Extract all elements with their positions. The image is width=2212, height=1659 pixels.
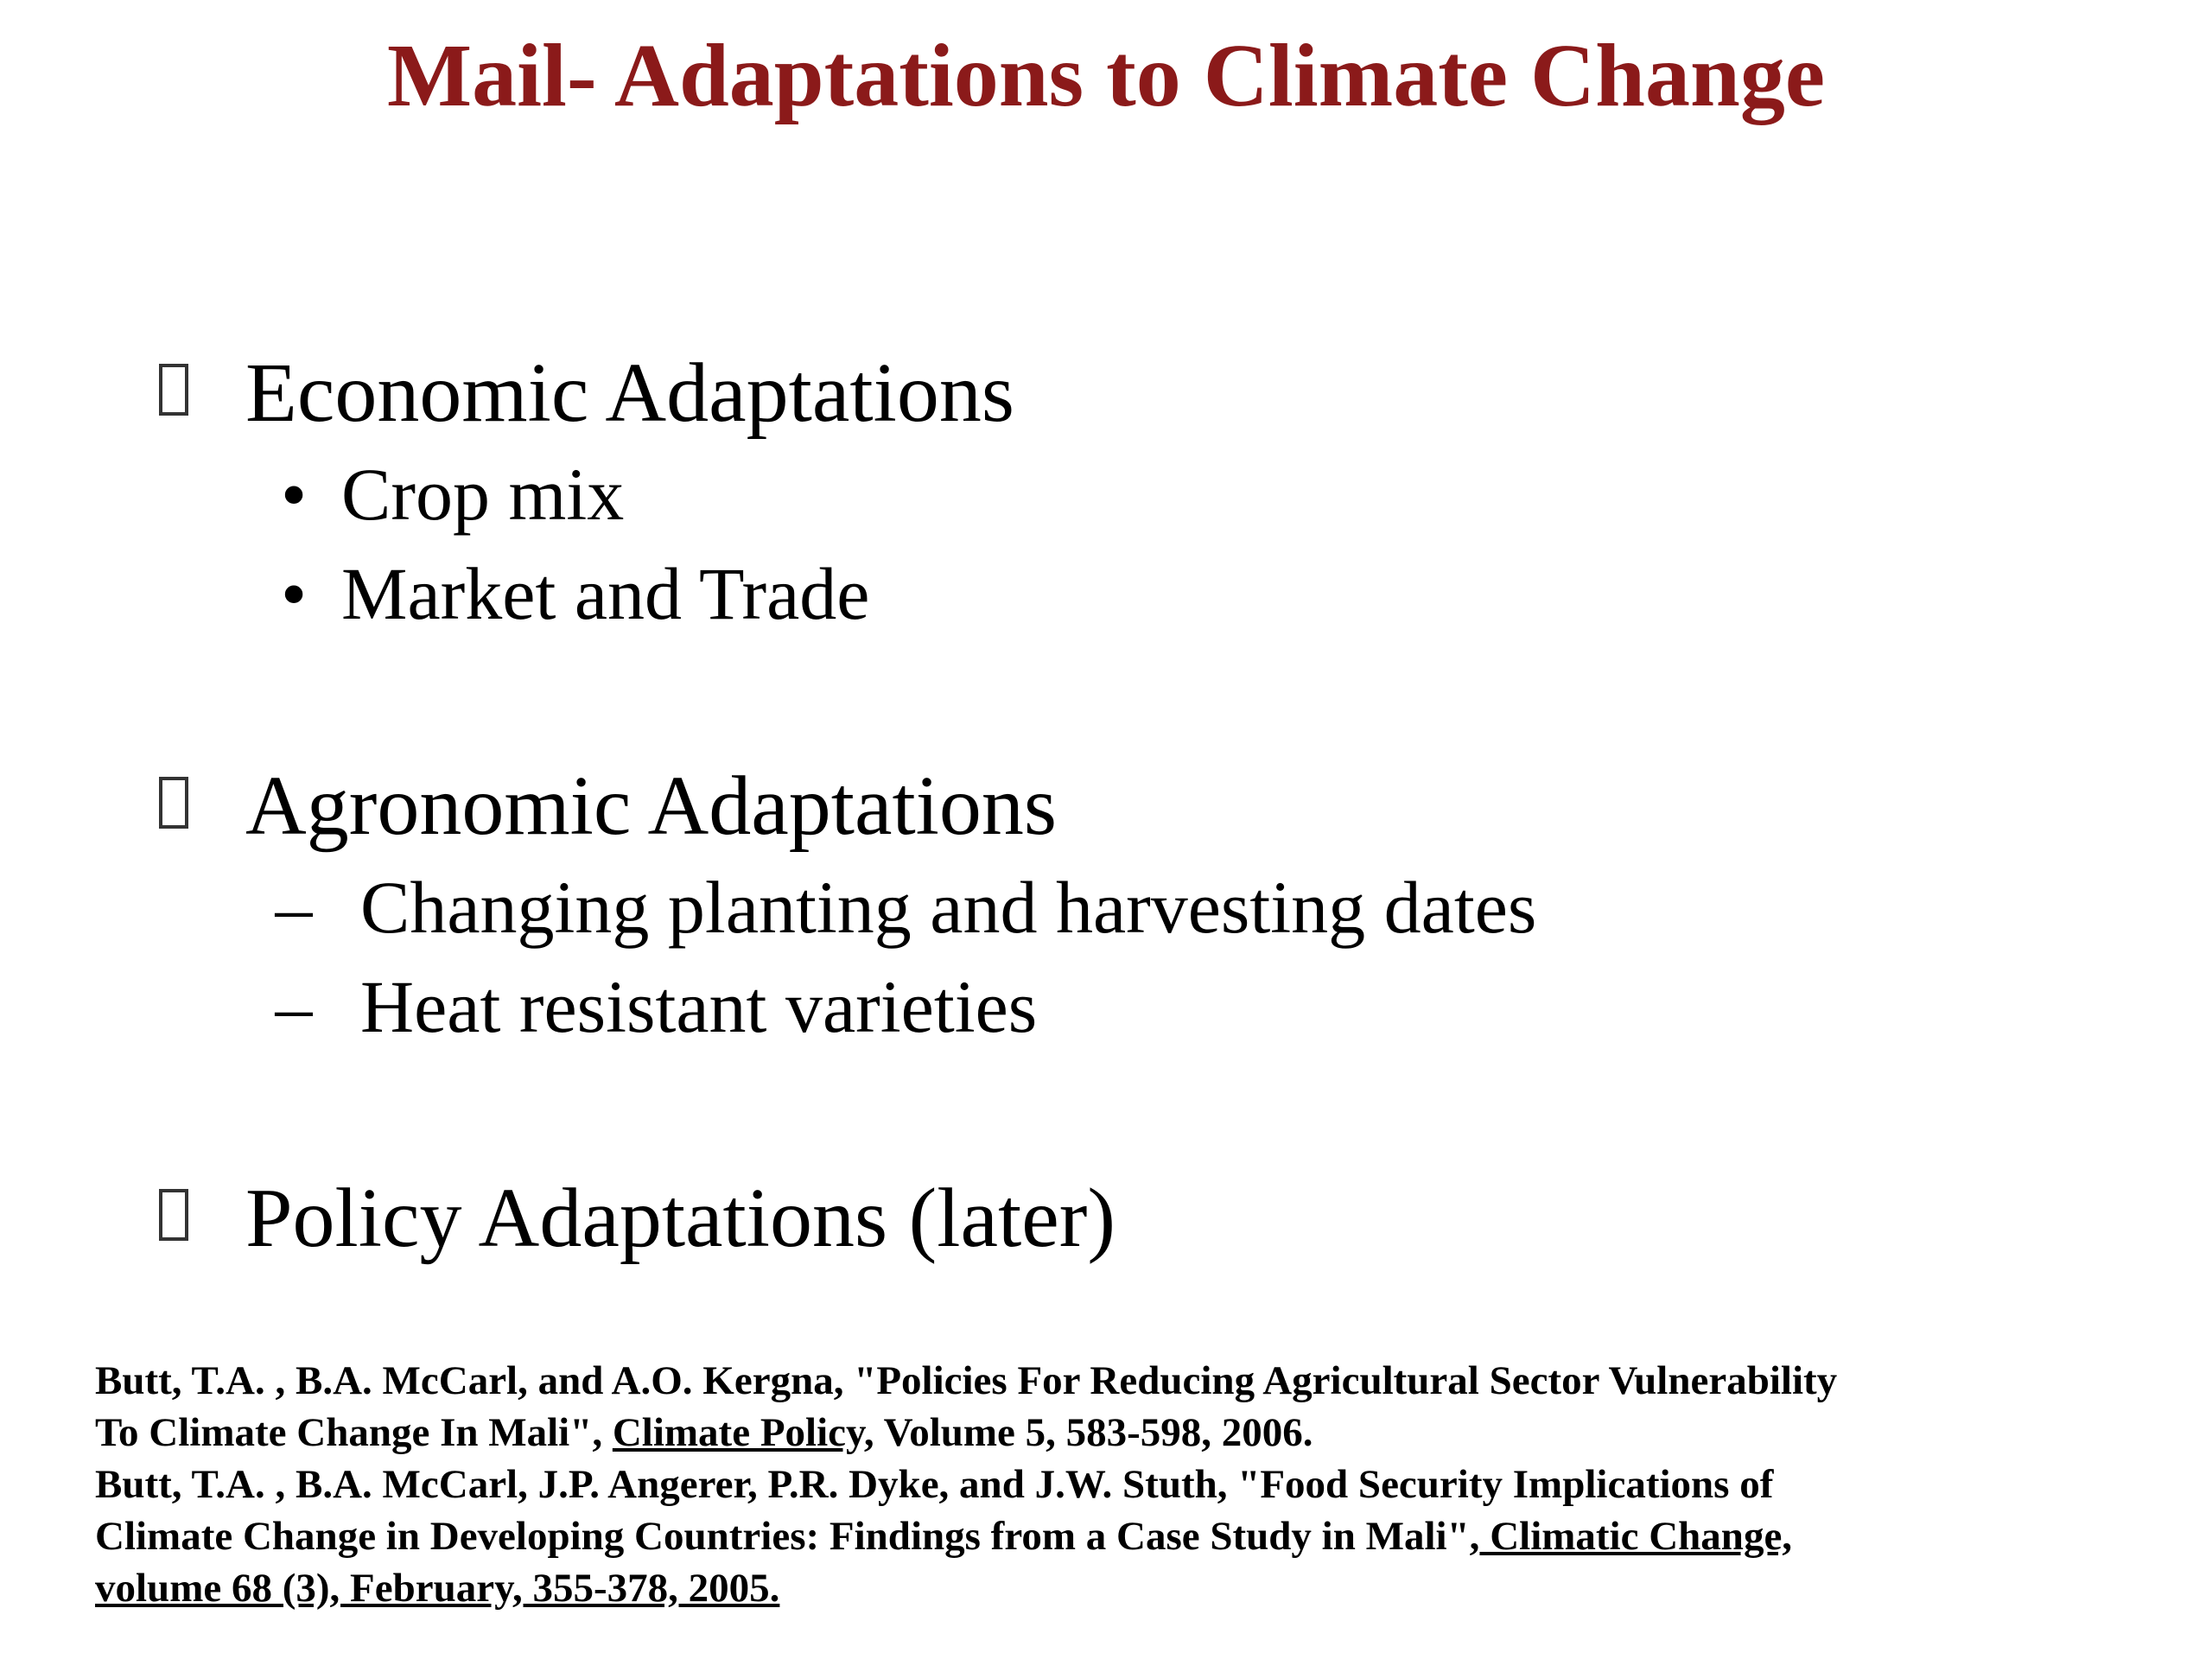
section-heading: Agronomic Adaptations	[156, 754, 2056, 858]
section-heading: Policy Adaptations (later)	[156, 1166, 2056, 1270]
section-heading-text: Economic Adaptations	[245, 346, 1014, 440]
slide-title: Mail- Adaptations to Climate Change	[387, 26, 1825, 125]
reference-text: Climate Change in Developing Countries: …	[95, 1514, 1480, 1559]
journal-title: Climatic Change,	[1479, 1514, 1793, 1559]
sub-list: • Crop mix • Market and Trade	[156, 445, 2056, 644]
section-economic: Economic Adaptations • Crop mix • Market…	[156, 341, 2056, 644]
list-item: – Heat resistant varieties	[156, 957, 2056, 1057]
reference-1-line-1: Butt, T.A. , B.A. McCarl, and A.O. Kergn…	[95, 1358, 1838, 1403]
list-item-text: Heat resistant varieties	[360, 965, 1038, 1048]
reference-2-line-2: Climate Change in Developing Countries: …	[95, 1510, 2152, 1562]
list-item-text: Changing planting and harvesting dates	[360, 866, 1537, 949]
box-bullet-icon	[159, 777, 188, 829]
list-item: • Crop mix	[156, 445, 2056, 544]
section-policy: Policy Adaptations (later)	[156, 1166, 2056, 1270]
bullet-dot-icon: •	[280, 453, 308, 536]
references: Butt, T.A. , B.A. McCarl, and A.O. Kergn…	[95, 1355, 2152, 1614]
reference-2-line-1: Butt, T.A. , B.A. McCarl, J.P. Angerer, …	[95, 1462, 1774, 1507]
bullet-dot-icon: •	[280, 552, 308, 635]
list-item-text: Market and Trade	[341, 552, 870, 635]
box-bullet-icon	[159, 364, 188, 416]
dash-bullet-icon: –	[275, 866, 313, 949]
journal-title: Climate Policy,	[612, 1410, 874, 1455]
list-item: • Market and Trade	[156, 544, 2056, 644]
list-item-text: Crop mix	[341, 453, 625, 536]
sub-list: – Changing planting and harvesting dates…	[156, 858, 2056, 1057]
section-heading-text: Policy Adaptations (later)	[245, 1172, 1116, 1265]
reference-text: To Climate Change In Mali",	[95, 1410, 613, 1455]
section-heading-text: Agronomic Adaptations	[245, 760, 1058, 853]
dash-bullet-icon: –	[275, 965, 313, 1048]
reference-1-line-2: To Climate Change In Mali", Climate Poli…	[95, 1407, 2152, 1459]
section-heading: Economic Adaptations	[156, 341, 2056, 445]
section-agronomic: Agronomic Adaptations – Changing plantin…	[156, 754, 2056, 1057]
reference-text: Volume 5, 583-598, 2006.	[874, 1410, 1313, 1455]
box-bullet-icon	[159, 1189, 188, 1241]
reference-2-line-3: volume 68 (3), February, 355-378, 2005.	[95, 1566, 780, 1611]
list-item: – Changing planting and harvesting dates	[156, 858, 2056, 957]
